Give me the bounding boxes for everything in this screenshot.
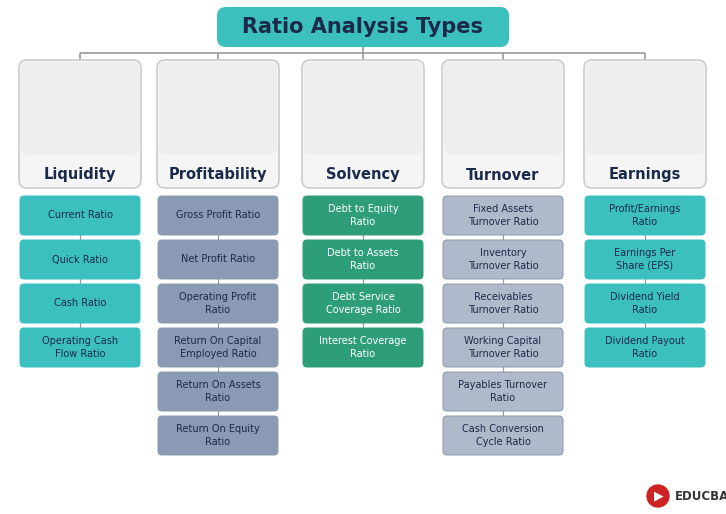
Text: Receivables
Turnover Ratio: Receivables Turnover Ratio — [468, 292, 538, 315]
Text: EDUCBA: EDUCBA — [675, 489, 726, 503]
Text: Return On Capital
Employed Ratio: Return On Capital Employed Ratio — [174, 336, 261, 359]
Text: Profit/Earnings
Ratio: Profit/Earnings Ratio — [609, 204, 681, 227]
Text: Working Capital
Turnover Ratio: Working Capital Turnover Ratio — [465, 336, 542, 359]
FancyBboxPatch shape — [21, 62, 139, 154]
FancyBboxPatch shape — [303, 196, 423, 235]
Text: Inventory
Turnover Ratio: Inventory Turnover Ratio — [468, 248, 538, 271]
Text: Net Profit Ratio: Net Profit Ratio — [181, 254, 255, 265]
Text: Dividend Yield
Ratio: Dividend Yield Ratio — [610, 292, 680, 315]
Text: Debt Service
Coverage Ratio: Debt Service Coverage Ratio — [326, 292, 400, 315]
FancyBboxPatch shape — [158, 196, 278, 235]
FancyBboxPatch shape — [302, 60, 424, 188]
FancyBboxPatch shape — [585, 240, 705, 279]
Text: Cash Conversion
Cycle Ratio: Cash Conversion Cycle Ratio — [462, 424, 544, 447]
FancyBboxPatch shape — [584, 60, 706, 188]
Text: ▶: ▶ — [654, 489, 664, 503]
Text: Debt to Assets
Ratio: Debt to Assets Ratio — [327, 248, 399, 271]
Circle shape — [647, 485, 669, 507]
FancyBboxPatch shape — [304, 62, 422, 154]
Text: Quick Ratio: Quick Ratio — [52, 254, 108, 265]
FancyBboxPatch shape — [158, 372, 278, 411]
FancyBboxPatch shape — [158, 284, 278, 323]
FancyBboxPatch shape — [585, 284, 705, 323]
FancyBboxPatch shape — [20, 284, 140, 323]
Text: Earnings Per
Share (EPS): Earnings Per Share (EPS) — [614, 248, 676, 271]
FancyBboxPatch shape — [218, 8, 508, 46]
Text: Liquidity: Liquidity — [44, 168, 116, 182]
FancyBboxPatch shape — [157, 60, 279, 188]
Text: Debt to Equity
Ratio: Debt to Equity Ratio — [327, 204, 399, 227]
Text: Fixed Assets
Turnover Ratio: Fixed Assets Turnover Ratio — [468, 204, 538, 227]
Text: Return On Assets
Ratio: Return On Assets Ratio — [176, 380, 261, 402]
Text: Earnings: Earnings — [609, 168, 681, 182]
FancyBboxPatch shape — [303, 328, 423, 367]
FancyBboxPatch shape — [158, 416, 278, 455]
Text: Turnover: Turnover — [466, 168, 539, 182]
FancyBboxPatch shape — [443, 284, 563, 323]
FancyBboxPatch shape — [585, 196, 705, 235]
FancyBboxPatch shape — [303, 240, 423, 279]
Text: Current Ratio: Current Ratio — [47, 211, 113, 221]
FancyBboxPatch shape — [443, 196, 563, 235]
FancyBboxPatch shape — [20, 328, 140, 367]
FancyBboxPatch shape — [158, 240, 278, 279]
FancyBboxPatch shape — [158, 328, 278, 367]
Text: Cash Ratio: Cash Ratio — [54, 299, 106, 308]
Text: Payables Turnover
Ratio: Payables Turnover Ratio — [459, 380, 547, 402]
FancyBboxPatch shape — [442, 60, 564, 188]
Text: Profitability: Profitability — [168, 168, 267, 182]
Text: Gross Profit Ratio: Gross Profit Ratio — [176, 211, 260, 221]
FancyBboxPatch shape — [20, 240, 140, 279]
Text: Ratio Analysis Types: Ratio Analysis Types — [242, 17, 484, 37]
Text: Dividend Payout
Ratio: Dividend Payout Ratio — [605, 336, 685, 359]
FancyBboxPatch shape — [585, 328, 705, 367]
FancyBboxPatch shape — [159, 62, 277, 154]
FancyBboxPatch shape — [443, 328, 563, 367]
Text: Operating Cash
Flow Ratio: Operating Cash Flow Ratio — [42, 336, 118, 359]
FancyBboxPatch shape — [443, 372, 563, 411]
FancyBboxPatch shape — [443, 240, 563, 279]
Text: Interest Coverage
Ratio: Interest Coverage Ratio — [319, 336, 407, 359]
FancyBboxPatch shape — [444, 62, 562, 154]
FancyBboxPatch shape — [20, 196, 140, 235]
FancyBboxPatch shape — [443, 416, 563, 455]
FancyBboxPatch shape — [303, 284, 423, 323]
Text: Return On Equity
Ratio: Return On Equity Ratio — [176, 424, 260, 447]
FancyBboxPatch shape — [586, 62, 704, 154]
FancyBboxPatch shape — [19, 60, 141, 188]
Text: Operating Profit
Ratio: Operating Profit Ratio — [179, 292, 257, 315]
Text: Solvency: Solvency — [326, 168, 400, 182]
